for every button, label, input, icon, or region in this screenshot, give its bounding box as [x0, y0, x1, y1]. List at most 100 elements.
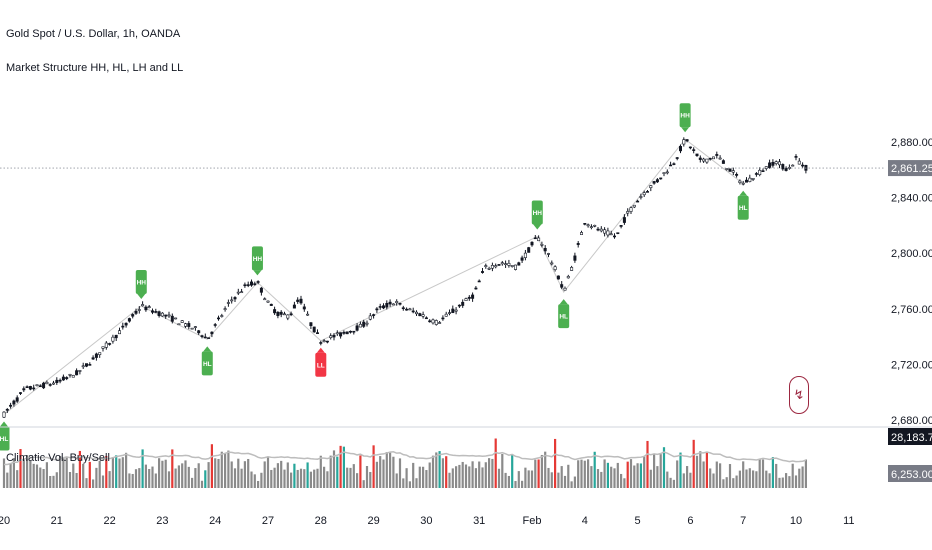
chart-title[interactable]: Gold Spot / U.S. Dollar, 1h, OANDA — [6, 28, 181, 40]
volume-bar — [349, 467, 352, 488]
volume-bar — [375, 461, 378, 488]
structure-label-hl: HL — [737, 190, 749, 220]
candle-body — [226, 302, 230, 304]
candle-body — [32, 387, 36, 390]
candle-body — [118, 330, 122, 335]
candle-body — [180, 320, 184, 323]
volume-bar — [709, 468, 712, 488]
volume-bar — [441, 458, 444, 488]
volume-bar — [742, 461, 745, 488]
candle-body — [477, 280, 481, 283]
x-tick-label: 23 — [156, 515, 168, 527]
volume-indicator-title[interactable]: Climatic Vol. Buy/Sell — [6, 452, 110, 464]
volume-bar — [42, 469, 45, 488]
candle-body — [94, 353, 98, 358]
candle-body — [42, 382, 46, 389]
structure-label-hl: HL — [201, 346, 213, 376]
candle-body — [395, 301, 399, 304]
candle-body — [164, 314, 168, 317]
volume-bar — [501, 453, 504, 488]
candle-body — [781, 164, 785, 170]
time-axis[interactable]: 20 21 22 23 24 27 28 29 30 31 Feb 4 5 6 7 10 11 — [0, 515, 855, 527]
structure-label-pointer — [681, 127, 690, 133]
volume-bar — [85, 478, 88, 488]
price-axis[interactable]: 2,680.000 2,720.000 2,760.000 2,800.000 2,84… — [891, 137, 932, 427]
volume-bar — [719, 463, 722, 488]
candle-body — [735, 173, 739, 176]
volume-bar — [45, 462, 48, 488]
candle-body — [141, 304, 145, 307]
candle-body — [332, 335, 336, 338]
candle-body — [768, 162, 772, 169]
candle-body — [325, 340, 329, 343]
candle-body — [259, 287, 263, 293]
volume-bar — [250, 471, 253, 488]
candle-body — [695, 153, 699, 156]
candle-body — [240, 291, 244, 294]
candle-body — [520, 257, 524, 261]
candle-body — [741, 182, 745, 185]
volume-bar — [290, 472, 293, 488]
flash-icon[interactable]: ↯ — [789, 376, 809, 414]
volume-bar — [765, 470, 768, 488]
volume-bar — [666, 471, 669, 488]
volume-bar — [92, 479, 95, 488]
x-tick-label: 7 — [740, 515, 746, 527]
candle-body — [461, 301, 465, 306]
volume-bar — [471, 461, 474, 488]
candle-body — [649, 185, 653, 189]
volume-bar — [191, 477, 194, 488]
candle-body — [573, 255, 577, 261]
candle-body — [147, 306, 151, 308]
candle-body — [533, 237, 537, 240]
volume-bar — [326, 471, 329, 488]
candle-body — [381, 305, 385, 309]
volume-bar — [563, 475, 567, 488]
volume-series — [2, 438, 807, 488]
volume-bar — [240, 468, 243, 488]
indicator-title[interactable]: Market Structure HH, HL, LH and LL — [6, 62, 184, 74]
volume-bar — [474, 468, 477, 488]
candle-body — [510, 265, 514, 267]
x-tick-label: 30 — [420, 515, 432, 527]
x-tick-label: 29 — [367, 515, 379, 527]
volume-bar — [570, 481, 573, 488]
candle-body — [203, 336, 207, 339]
volume-bar — [204, 470, 207, 488]
candle-body — [408, 308, 412, 311]
candle-body — [718, 157, 722, 160]
candle-body — [764, 166, 768, 169]
candle-body — [550, 262, 554, 265]
candle-body — [438, 322, 442, 324]
volume-bar — [398, 458, 402, 488]
candle-body — [421, 314, 425, 317]
volume-bar — [220, 451, 223, 488]
x-tick-label: 28 — [315, 515, 327, 527]
volume-bar — [382, 459, 385, 488]
volume-bar — [606, 462, 609, 488]
volume-bar — [286, 462, 289, 488]
volume-bar — [494, 438, 497, 488]
candle-body — [467, 296, 471, 299]
x-tick-label: 31 — [473, 515, 485, 527]
volume-bar — [309, 471, 312, 488]
candle-body — [523, 252, 527, 258]
volume-bar — [184, 460, 187, 488]
volume-bar — [735, 475, 738, 488]
candle-body — [405, 308, 409, 311]
volume-bar — [372, 445, 375, 488]
candle-body — [504, 263, 508, 265]
volume-bar — [49, 475, 52, 488]
volume-bar — [511, 455, 514, 488]
candle-body — [424, 317, 428, 320]
volume-bar — [158, 458, 161, 488]
volume-bar — [39, 467, 42, 488]
volume-bar — [296, 469, 299, 488]
volume-bar — [187, 466, 190, 488]
candle-body — [678, 146, 682, 152]
volume-bar — [299, 468, 303, 488]
candle-body — [250, 281, 254, 286]
candle-body — [378, 306, 382, 308]
volume-bar — [728, 464, 732, 488]
